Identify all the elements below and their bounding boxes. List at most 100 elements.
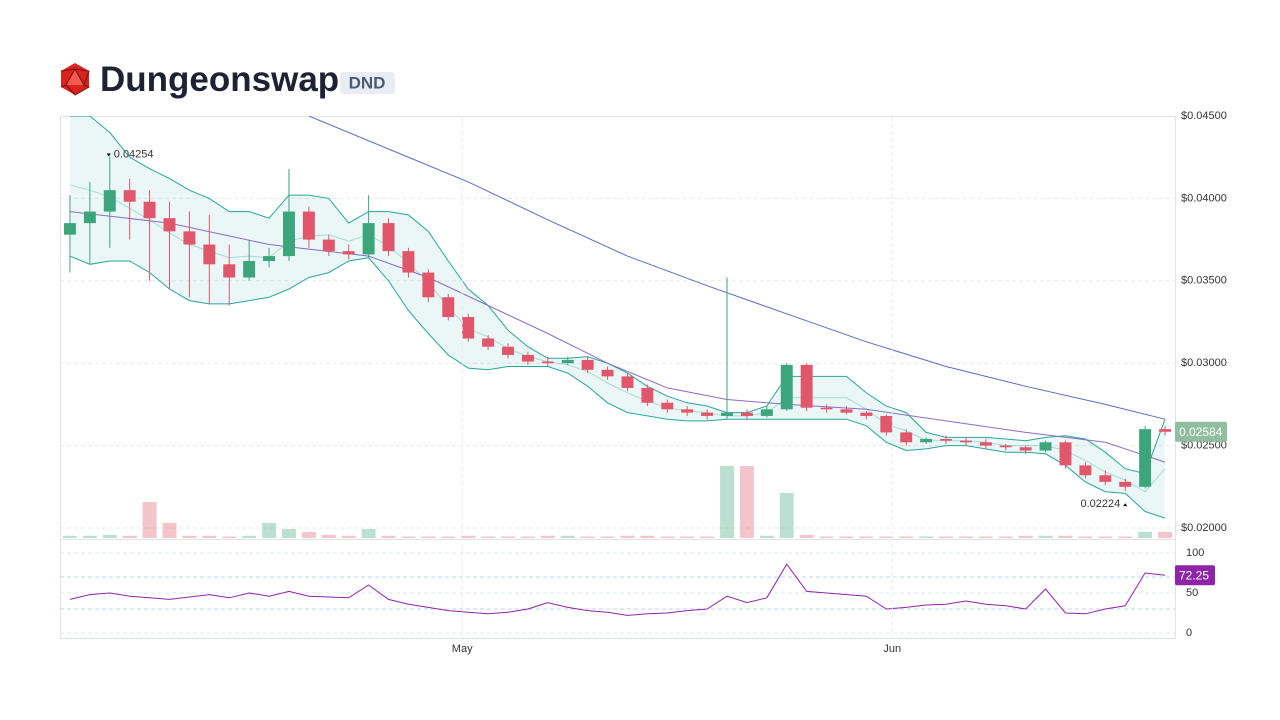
volume-bar	[62, 535, 77, 538]
y-tick-label: 0	[1186, 627, 1192, 639]
volume-bar	[182, 535, 197, 538]
rsi-tag-label: 72.25	[1179, 568, 1209, 582]
candle-body	[482, 338, 495, 347]
bollinger-fill	[70, 116, 1165, 519]
candle-body	[502, 346, 514, 355]
candle-body	[561, 359, 574, 364]
low-label: 0.02224	[1080, 498, 1120, 510]
volume-bar	[580, 536, 595, 538]
volume-bar	[1018, 535, 1033, 538]
candle-body	[681, 409, 694, 413]
candle-body	[183, 231, 196, 245]
volume-bar	[301, 532, 316, 538]
candle-body	[1119, 481, 1132, 487]
candle-body	[1159, 429, 1172, 432]
candle-body	[1059, 442, 1072, 466]
candle-body	[243, 261, 256, 278]
volume-bar	[82, 535, 97, 538]
volume-bar	[1038, 535, 1053, 538]
volume-bar	[381, 535, 396, 538]
candle-body	[920, 439, 933, 443]
candle-body	[661, 402, 674, 410]
candle-body	[442, 297, 455, 318]
candle-body	[123, 190, 136, 202]
coin-icon	[60, 63, 91, 96]
candle-body	[581, 359, 594, 370]
volume-bar	[978, 536, 993, 538]
volume-bar	[1158, 532, 1173, 538]
bollinger-lower	[69, 255, 1166, 519]
candle-body	[263, 256, 276, 262]
candle-body	[283, 211, 295, 257]
high-marker	[106, 153, 111, 157]
bollinger-middle	[69, 184, 1166, 493]
volume-bar	[998, 536, 1013, 538]
volume-bar	[779, 493, 794, 538]
volume-bar	[501, 536, 515, 538]
x-tick-label: May	[452, 643, 473, 655]
volume-bar	[1058, 535, 1073, 538]
x-tick-label: Jun	[883, 643, 901, 655]
y-tick-label: $0.03000	[1181, 357, 1227, 369]
candle-body	[1019, 447, 1032, 451]
candle-body	[462, 317, 475, 339]
candle-body	[721, 412, 733, 416]
axes: $0.02000 $0.02500 $0.03000 $0.03500 $0.04000…	[106, 110, 1227, 655]
symbol: DND	[349, 73, 386, 92]
candle-body	[541, 361, 554, 364]
candle-body	[1099, 475, 1112, 482]
symbol-badge	[340, 72, 395, 94]
candle-body	[521, 354, 534, 362]
candle-body	[143, 201, 156, 219]
volume-bar	[242, 535, 257, 538]
candle-body	[1079, 465, 1092, 476]
moving-average	[308, 116, 1166, 420]
volume-bar	[262, 523, 277, 538]
candle-body	[103, 190, 116, 212]
candle-body	[959, 440, 972, 443]
candle-body	[701, 412, 714, 416]
candle-body	[342, 251, 355, 255]
volume-bar	[939, 536, 953, 538]
y-tick-label: $0.04500	[1181, 110, 1227, 122]
candle-body	[382, 223, 395, 252]
chart-title: Dungeonswap	[100, 60, 339, 99]
rsi-tag	[1175, 565, 1215, 586]
moving-average	[69, 211, 1166, 463]
volume-bar	[421, 536, 436, 538]
candle-body	[999, 445, 1012, 448]
volume-bar	[560, 535, 575, 538]
price-pane	[60, 116, 1175, 538]
volume-bar	[102, 535, 117, 538]
volume-bar	[620, 535, 635, 538]
candle-body	[979, 442, 992, 446]
candle-body	[641, 387, 654, 403]
candle-body	[840, 409, 853, 413]
candle-body	[322, 239, 335, 252]
candle-body	[740, 412, 753, 416]
candle-body	[880, 415, 893, 433]
candle-body	[621, 376, 634, 388]
volume-bar	[122, 535, 137, 538]
volume-bar	[1078, 536, 1093, 538]
price-tag	[1175, 421, 1227, 442]
y-tick-label: $0.04000	[1181, 192, 1227, 204]
volume-bar	[202, 535, 217, 538]
candle-body	[800, 364, 813, 408]
volume-bar	[879, 536, 894, 538]
volume-bar	[640, 535, 655, 538]
candle-body	[63, 223, 76, 235]
candle-body	[223, 264, 236, 278]
candle-body	[302, 211, 315, 240]
volume-bar	[958, 536, 973, 538]
candle-body	[1039, 442, 1052, 451]
candle-body	[83, 211, 96, 224]
candle-body	[402, 251, 415, 273]
volume-bar	[321, 535, 336, 538]
volume-bar	[481, 536, 496, 538]
volume-bar	[1138, 532, 1153, 538]
volume-bar	[739, 466, 754, 538]
volume-bar	[759, 535, 774, 538]
